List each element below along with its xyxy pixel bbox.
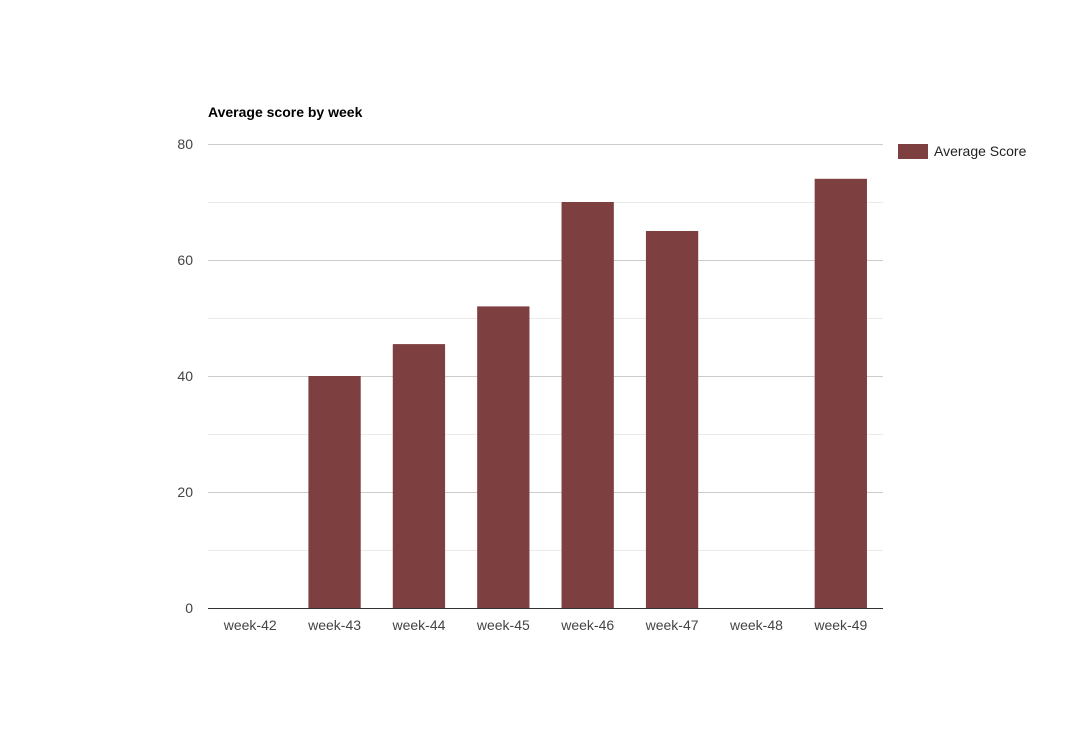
x-tick-label: week-46 xyxy=(560,617,614,633)
y-tick-label: 60 xyxy=(177,252,193,268)
legend-label: Average Score xyxy=(934,143,1027,159)
bar-week-45 xyxy=(477,306,530,608)
chart-title: Average score by week xyxy=(208,104,363,120)
legend: Average Score xyxy=(898,143,1027,159)
y-tick-label: 20 xyxy=(177,484,193,500)
bar-week-47 xyxy=(645,231,699,608)
x-tick-label: week-44 xyxy=(391,617,445,633)
legend-swatch xyxy=(898,144,928,159)
bar-week-46 xyxy=(561,202,614,608)
x-tick-label: week-48 xyxy=(729,617,783,633)
x-axis-ticks: week-42 week-43 week-44 week-45 week-46 week-… xyxy=(223,617,868,633)
y-tick-label: 80 xyxy=(177,136,193,152)
y-axis-ticks: 0 20 40 60 80 xyxy=(177,136,193,616)
x-tick-label: week-49 xyxy=(813,617,867,633)
x-tick-label: week-47 xyxy=(645,617,699,633)
bar-series xyxy=(308,178,867,609)
y-tick-label: 0 xyxy=(185,600,193,616)
x-tick-label: week-43 xyxy=(307,617,361,633)
bar-week-43 xyxy=(308,376,361,608)
x-tick-label: week-42 xyxy=(223,617,277,633)
x-tick-label: week-45 xyxy=(476,617,530,633)
y-tick-label: 40 xyxy=(177,368,193,384)
bar-week-49 xyxy=(814,178,867,609)
bar-week-44 xyxy=(392,344,446,608)
